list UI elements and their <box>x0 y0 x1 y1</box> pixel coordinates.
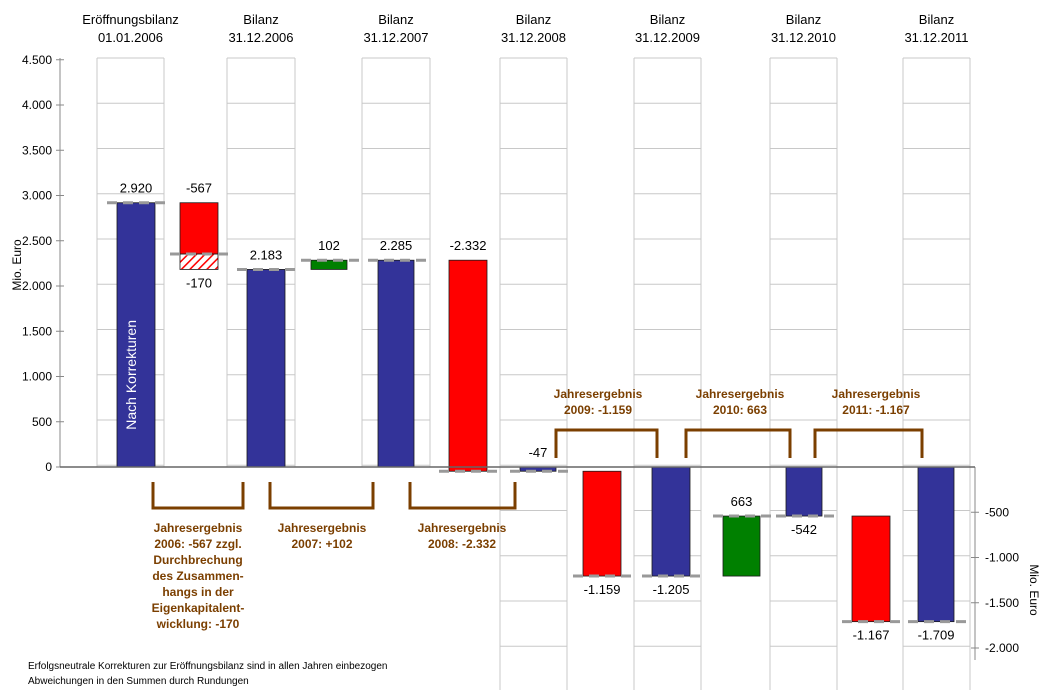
data-label: 2.920 <box>120 181 153 196</box>
data-label: 2.183 <box>250 247 283 262</box>
bar <box>116 202 156 468</box>
data-label: -170 <box>186 275 212 290</box>
annotation-bracket <box>151 482 245 510</box>
column-header: Bilanz <box>378 12 413 27</box>
annotation-text: Jahresergebnis <box>418 521 507 535</box>
column-header: 01.01.2006 <box>98 30 163 45</box>
annotation-bracket <box>813 428 924 458</box>
annotation-text: Jahresergebnis <box>832 387 921 401</box>
bar-hatched <box>179 253 219 270</box>
annotation-text: des Zusammen- <box>152 569 243 583</box>
data-label: -567 <box>186 181 212 196</box>
data-label: -1.205 <box>653 582 690 597</box>
footnote-2: Abweichungen in den Summen durch Rundung… <box>28 676 249 687</box>
bar <box>785 466 823 517</box>
annotation-text: 2007: +102 <box>291 537 352 551</box>
annotation-bracket <box>684 428 792 458</box>
annotation-text: 2011: -1.167 <box>842 403 910 417</box>
bar <box>448 259 488 472</box>
annotation-text: 2006: -567 zzgl. <box>154 537 241 551</box>
bar-inner-label: Nach Korrekturen <box>123 320 139 430</box>
annotation-bracket <box>554 428 659 458</box>
bar <box>310 259 348 270</box>
annotation-text: hangs in der <box>162 585 234 599</box>
data-label: -542 <box>791 522 817 537</box>
data-label: -2.332 <box>450 238 487 253</box>
annotation-text: 2010: 663 <box>713 403 767 417</box>
annotation-text: Jahresergebnis <box>154 521 243 535</box>
column-header: Bilanz <box>650 12 685 27</box>
y-tick-label: -1.500 <box>985 596 1019 610</box>
annotation-text: Durchbrechung <box>153 553 242 567</box>
column-header: Bilanz <box>786 12 821 27</box>
bar <box>179 202 219 255</box>
column-header: 31.12.2009 <box>635 30 700 45</box>
y-tick-label: -2.000 <box>985 641 1019 655</box>
annotation-bracket <box>268 482 375 510</box>
column-header: Bilanz <box>919 12 954 27</box>
bar <box>377 259 415 468</box>
bar <box>851 515 891 623</box>
y-tick-label: 500 <box>32 415 52 429</box>
column-header: 31.12.2011 <box>904 30 968 45</box>
y-tick-label: 0 <box>45 460 52 474</box>
annotation-text: 2009: -1.159 <box>564 403 632 417</box>
data-label: -1.159 <box>584 582 621 597</box>
column-header: 31.12.2008 <box>501 30 566 45</box>
data-label: -47 <box>529 445 548 460</box>
footnote-1: Erfolgsneutrale Korrekturen zur Eröffnun… <box>28 661 388 672</box>
column-header: 31.12.2007 <box>363 30 428 45</box>
data-label: -1.167 <box>853 628 890 643</box>
column-header: Bilanz <box>243 12 278 27</box>
column-header: 31.12.2006 <box>228 30 293 45</box>
column-header: Bilanz <box>516 12 551 27</box>
annotation-bracket <box>408 482 517 510</box>
annotation-text: Jahresergebnis <box>554 387 643 401</box>
y-axis-label-left: Mio. Euro <box>10 239 24 291</box>
bar <box>917 466 955 623</box>
bar <box>651 466 691 577</box>
annotation-text: 2008: -2.332 <box>428 537 496 551</box>
y-tick-label: 2.000 <box>22 279 52 293</box>
y-axis-label-right: Mio. Euro <box>1027 564 1041 616</box>
data-label: 2.285 <box>380 238 413 253</box>
y-tick-label: 3.000 <box>22 189 52 203</box>
data-label: -1.709 <box>918 628 955 643</box>
data-label: 663 <box>731 494 753 509</box>
y-tick-label: -1.000 <box>985 551 1019 565</box>
annotation-text: Eigenkapitalent- <box>152 601 245 615</box>
y-tick-label: 2.500 <box>22 234 52 248</box>
y-tick-label: -500 <box>985 505 1009 519</box>
y-tick-label: 3.500 <box>22 143 52 157</box>
column-header: Eröffnungsbilanz <box>82 12 179 27</box>
annotation-text: Jahresergebnis <box>696 387 785 401</box>
bar <box>582 470 622 577</box>
y-tick-label: 4.000 <box>22 98 52 112</box>
annotation-text: wicklung: -170 <box>156 617 240 631</box>
column-header: 31.12.2010 <box>771 30 836 45</box>
y-tick-label: 1.000 <box>22 370 52 384</box>
bar <box>246 269 286 468</box>
y-tick-label: 4.500 <box>22 53 52 67</box>
y-tick-label: 1.500 <box>22 324 52 338</box>
annotation-text: Jahresergebnis <box>278 521 367 535</box>
bar <box>722 515 761 577</box>
data-label: 102 <box>318 238 340 253</box>
